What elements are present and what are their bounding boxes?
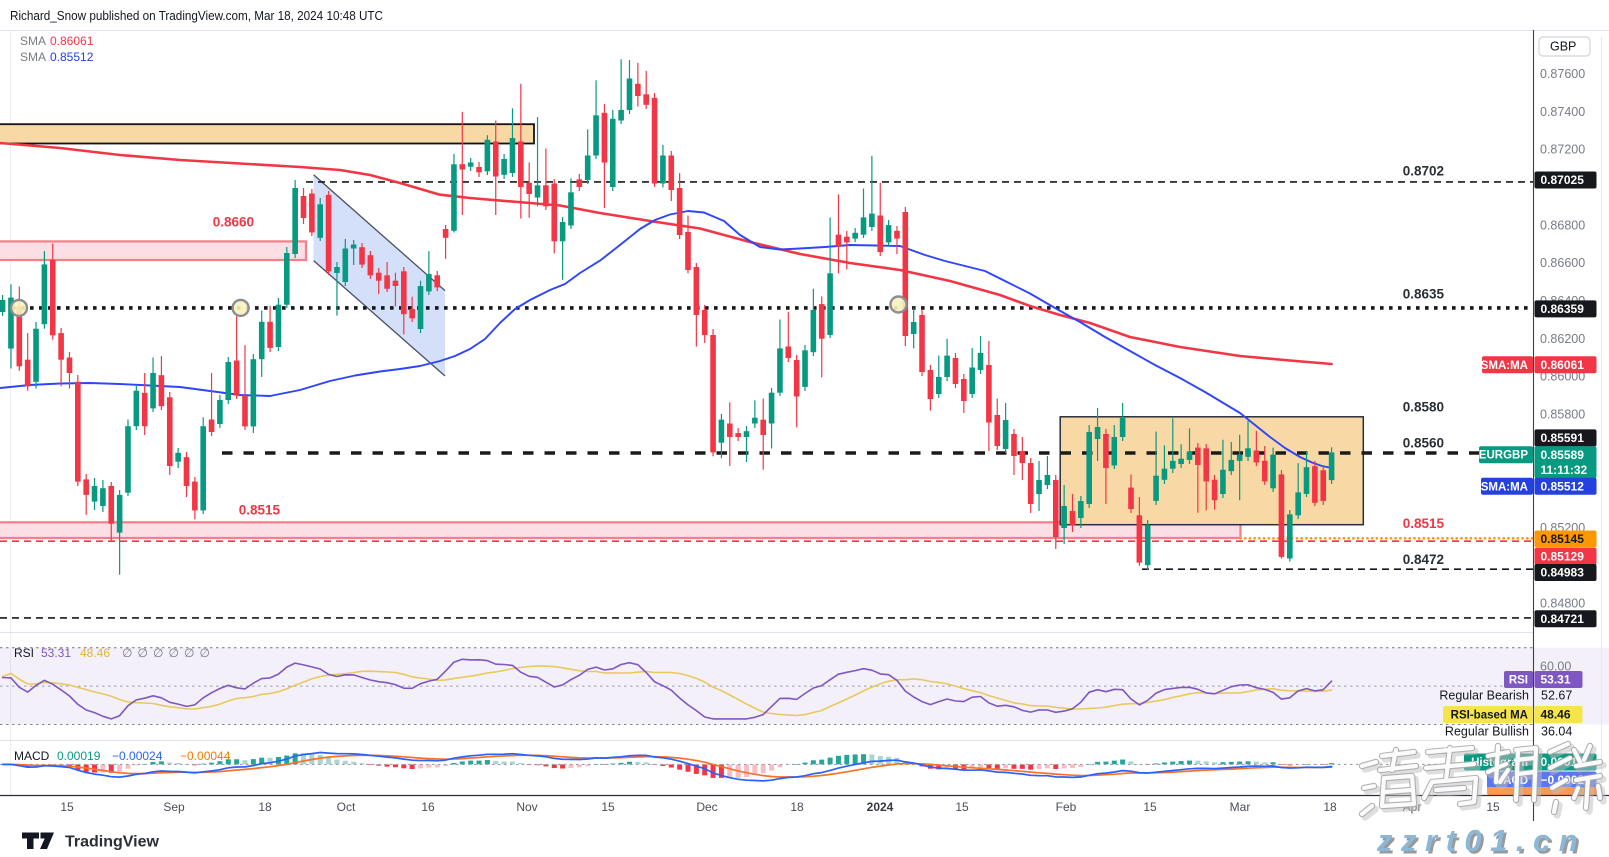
svg-text:60.00: 60.00 — [1540, 660, 1571, 674]
svg-text:0.87600: 0.87600 — [1540, 67, 1585, 81]
svg-text:Feb: Feb — [1056, 800, 1077, 814]
svg-text:0.8515: 0.8515 — [1403, 516, 1445, 531]
svg-text:18: 18 — [1323, 800, 1337, 814]
svg-text:∅: ∅ — [122, 646, 132, 660]
svg-text:SMA:MA: SMA:MA — [1481, 360, 1528, 372]
svg-text:0.00019: 0.00019 — [57, 749, 101, 763]
svg-text:0.86200: 0.86200 — [1540, 332, 1585, 346]
svg-text:53.31: 53.31 — [41, 646, 71, 660]
svg-text:0.8515: 0.8515 — [239, 503, 281, 518]
svg-text:RSI-based MA: RSI-based MA — [1451, 710, 1528, 722]
svg-text:53.31: 53.31 — [1541, 673, 1571, 687]
svg-text:0.8702: 0.8702 — [1403, 164, 1444, 179]
svg-text:Mar: Mar — [1230, 800, 1251, 814]
svg-text:0.85589: 0.85589 — [1541, 448, 1585, 462]
svg-text:EURGBP: EURGBP — [1479, 450, 1529, 462]
svg-text:48.46: 48.46 — [80, 646, 110, 660]
svg-text:0.8560: 0.8560 — [1403, 436, 1444, 451]
svg-text:0.87400: 0.87400 — [1540, 105, 1585, 119]
svg-text:15: 15 — [1486, 800, 1500, 814]
svg-text:Richard_Snow published on Trad: Richard_Snow published on TradingView.co… — [10, 8, 383, 23]
svg-text:Regular Bullish: Regular Bullish — [1445, 725, 1529, 739]
svg-text:SMA:MA: SMA:MA — [1481, 481, 1528, 493]
svg-text:Nov: Nov — [516, 800, 537, 814]
svg-text:0.86600: 0.86600 — [1540, 256, 1585, 270]
svg-text:15: 15 — [60, 800, 74, 814]
svg-text:0.86800: 0.86800 — [1540, 218, 1585, 232]
svg-text:0.87200: 0.87200 — [1540, 143, 1585, 157]
svg-text:0.8635: 0.8635 — [1403, 287, 1445, 302]
svg-text:SMA: SMA — [20, 50, 46, 64]
svg-text:0.84983: 0.84983 — [1541, 566, 1585, 580]
svg-text:0.85512: 0.85512 — [50, 50, 94, 64]
svg-text:2024: 2024 — [867, 800, 894, 814]
svg-text:18: 18 — [790, 800, 804, 814]
svg-text:RSI: RSI — [14, 646, 34, 660]
svg-text:0.84721: 0.84721 — [1541, 612, 1585, 626]
svg-text:Regular Bearish: Regular Bearish — [1439, 689, 1529, 703]
svg-text:∅: ∅ — [184, 646, 194, 660]
svg-text:18: 18 — [258, 800, 272, 814]
svg-text:0.85800: 0.85800 — [1540, 407, 1585, 421]
svg-text:0.8580: 0.8580 — [1403, 400, 1444, 415]
svg-text:36.04: 36.04 — [1541, 725, 1572, 739]
svg-text:52.67: 52.67 — [1541, 689, 1572, 703]
svg-text:0.8660: 0.8660 — [213, 215, 254, 230]
svg-text:∅: ∅ — [200, 646, 210, 660]
svg-text:∅: ∅ — [138, 646, 148, 660]
svg-text:zzrt01.cn: zzrt01.cn — [1379, 826, 1589, 857]
svg-text:11:11:32: 11:11:32 — [1541, 463, 1588, 477]
svg-text:15: 15 — [601, 800, 615, 814]
svg-text:GBP: GBP — [1550, 40, 1576, 54]
svg-text:0.86359: 0.86359 — [1541, 302, 1585, 316]
svg-text:Oct: Oct — [337, 800, 356, 814]
svg-text:0.87025: 0.87025 — [1541, 173, 1585, 187]
svg-text:0.8472: 0.8472 — [1403, 552, 1444, 567]
svg-text:Sep: Sep — [163, 800, 185, 814]
svg-text:TradingView: TradingView — [65, 834, 160, 851]
svg-text:RSI: RSI — [1509, 675, 1528, 687]
svg-text:∅: ∅ — [153, 646, 163, 660]
svg-text:0.86061: 0.86061 — [50, 34, 94, 48]
svg-text:15: 15 — [1143, 800, 1157, 814]
svg-text:0.84800: 0.84800 — [1540, 597, 1585, 611]
svg-text:SMA: SMA — [20, 34, 46, 48]
svg-text:16: 16 — [421, 800, 435, 814]
svg-text:48.46: 48.46 — [1541, 708, 1571, 722]
svg-text:∅: ∅ — [169, 646, 179, 660]
svg-text:0.85129: 0.85129 — [1541, 550, 1585, 564]
svg-text:0.85591: 0.85591 — [1541, 431, 1585, 445]
svg-text:zzrt01.cn: zzrt01.cn — [1376, 823, 1586, 857]
svg-text:0.85145: 0.85145 — [1541, 532, 1585, 546]
svg-text:MACD: MACD — [14, 749, 50, 763]
svg-text:0.85512: 0.85512 — [1541, 480, 1585, 494]
svg-text:Dec: Dec — [696, 800, 717, 814]
svg-text:15: 15 — [955, 800, 969, 814]
svg-text:−0.00044: −0.00044 — [180, 749, 231, 763]
svg-text:0.86061: 0.86061 — [1541, 358, 1585, 372]
svg-text:−0.00024: −0.00024 — [112, 749, 163, 763]
